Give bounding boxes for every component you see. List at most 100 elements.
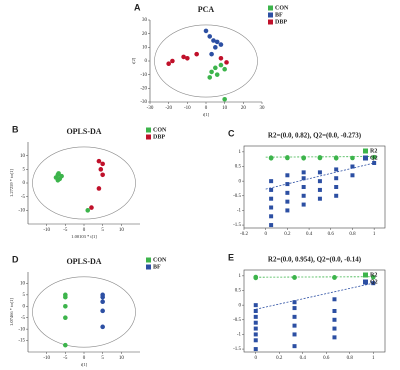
x-tick-label: 1 — [372, 356, 375, 361]
point — [253, 332, 258, 337]
x-tick-label: 0.6 — [328, 232, 335, 237]
x-tick-label: 0.8 — [347, 356, 354, 361]
x-tick-label: -10 — [184, 106, 191, 111]
point — [269, 223, 274, 228]
x-tick-label: 0.8 — [349, 232, 356, 237]
point — [317, 179, 322, 184]
y-tick-label: -0.5 — [233, 318, 241, 323]
point — [332, 297, 337, 302]
point — [253, 314, 258, 319]
point — [63, 303, 68, 309]
point — [253, 309, 258, 313]
point — [253, 338, 258, 343]
y-tick-label: -1 — [237, 209, 242, 214]
point — [253, 320, 258, 325]
point — [207, 34, 213, 39]
point — [253, 347, 258, 352]
point — [218, 55, 224, 61]
x-tick-label: 20 — [241, 106, 247, 111]
point — [332, 275, 337, 280]
point — [350, 173, 355, 178]
point — [334, 193, 339, 198]
point — [185, 55, 190, 61]
x-tick-label: -30 — [147, 106, 154, 111]
legend-label: DBP — [275, 19, 287, 25]
point — [371, 281, 376, 286]
point — [207, 75, 213, 80]
point — [100, 308, 105, 314]
point — [213, 65, 218, 71]
legend-swatch — [268, 12, 273, 18]
y-tick-label: -10 — [18, 208, 25, 213]
legend-swatch — [146, 257, 151, 263]
x-tick-label: 0 — [255, 356, 258, 361]
legend-swatch — [363, 155, 368, 161]
point — [292, 323, 297, 328]
legend-swatch — [146, 134, 151, 140]
y-tick-label: -1 — [237, 333, 242, 338]
point — [285, 155, 290, 161]
point — [350, 155, 355, 161]
point — [213, 45, 218, 50]
point — [89, 205, 94, 210]
x-tick-label: 10 — [119, 228, 125, 233]
point — [333, 156, 339, 161]
point — [301, 156, 306, 161]
point — [100, 299, 105, 305]
y-tick-label: 1 — [239, 150, 242, 155]
point — [100, 324, 105, 330]
point — [218, 42, 224, 47]
y-tick-label: -20 — [140, 86, 147, 91]
point — [253, 326, 258, 331]
legend-swatch — [268, 19, 273, 25]
x-tick-label: 0.6 — [323, 356, 330, 361]
point — [371, 154, 377, 160]
point — [285, 190, 290, 195]
y-tick-label: -10 — [140, 73, 147, 78]
point — [181, 54, 186, 60]
point — [285, 199, 290, 204]
point — [332, 335, 337, 340]
legend-label: CON — [153, 257, 167, 263]
legend-swatch — [146, 264, 151, 270]
point — [214, 39, 220, 45]
legend-label: DBP — [153, 134, 165, 140]
chart-title: PCA — [198, 5, 215, 14]
point — [334, 167, 339, 172]
x-tick-label: -5 — [63, 356, 68, 361]
y-tick-label: 10 — [142, 45, 148, 50]
y-tick-label: -5 — [21, 195, 26, 200]
point — [301, 176, 306, 181]
point — [350, 164, 355, 169]
plot-frame — [243, 269, 386, 353]
legend-swatch — [363, 148, 368, 154]
panel-letter: B — [12, 124, 19, 134]
point — [334, 176, 339, 181]
confidence-ellipse — [32, 146, 136, 220]
legend-label: BF — [275, 12, 283, 18]
point — [166, 61, 171, 67]
point — [211, 38, 216, 43]
point — [56, 171, 61, 176]
chart-title: R2=(0.0, 0.954), Q2=(0.0, -0.14) — [268, 256, 362, 264]
legend-label: BF — [153, 264, 161, 270]
y-tick-label: 0 — [23, 304, 26, 309]
point — [372, 160, 377, 165]
point — [301, 193, 306, 198]
legend-label: R2 — [370, 148, 377, 154]
y-tick-label: 1 — [239, 274, 242, 279]
point — [332, 326, 337, 331]
point — [269, 179, 274, 184]
legend-label: CON — [275, 5, 289, 11]
point — [269, 187, 274, 192]
legend-swatch — [268, 5, 273, 11]
x-tick-label: -0.2 — [240, 232, 248, 237]
point — [203, 28, 209, 34]
y-tick-label: 5 — [23, 293, 26, 298]
y-axis-label: 1.27259 * to[1] — [9, 169, 14, 197]
panel-letter: D — [12, 254, 19, 264]
x-tick-label: -5 — [63, 228, 68, 233]
point — [218, 62, 224, 68]
panel-letter: A — [134, 2, 141, 12]
